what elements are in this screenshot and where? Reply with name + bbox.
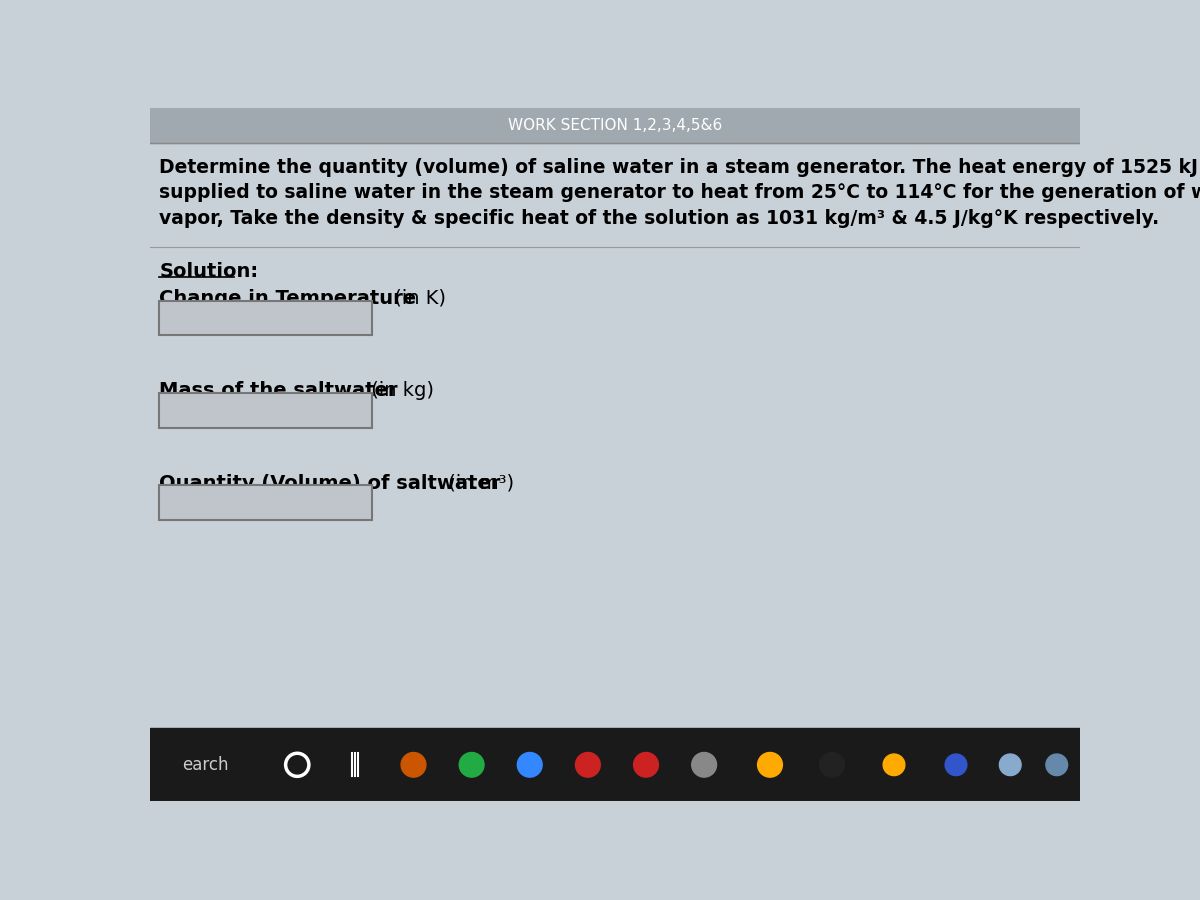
FancyBboxPatch shape bbox=[160, 485, 372, 520]
Circle shape bbox=[820, 752, 845, 777]
Bar bbox=[150, 108, 1080, 142]
Circle shape bbox=[883, 754, 905, 776]
Bar bbox=[150, 728, 1080, 801]
FancyBboxPatch shape bbox=[160, 393, 372, 428]
Circle shape bbox=[576, 752, 600, 777]
Text: (in m³): (in m³) bbox=[442, 473, 515, 493]
Circle shape bbox=[757, 752, 782, 777]
Text: WORK SECTION 1,2,3,4,5&6: WORK SECTION 1,2,3,4,5&6 bbox=[508, 118, 722, 133]
Circle shape bbox=[946, 754, 967, 776]
Text: Determine the quantity (volume) of saline water in a steam generator. The heat e: Determine the quantity (volume) of salin… bbox=[160, 158, 1200, 177]
Text: earch: earch bbox=[182, 756, 229, 774]
Text: supplied to saline water in the steam generator to heat from 25°C to 114°C for t: supplied to saline water in the steam ge… bbox=[160, 184, 1200, 202]
Text: (in kg): (in kg) bbox=[365, 382, 433, 400]
Text: Quantity (Volume) of saltwater: Quantity (Volume) of saltwater bbox=[160, 473, 500, 493]
Text: Mass of the saltwater: Mass of the saltwater bbox=[160, 382, 398, 400]
FancyBboxPatch shape bbox=[160, 301, 372, 335]
Circle shape bbox=[517, 752, 542, 777]
Text: Change in Temperature: Change in Temperature bbox=[160, 289, 416, 308]
Text: vapor, Take the density & specific heat of the solution as 1031 kg/m³ & 4.5 J/kg: vapor, Take the density & specific heat … bbox=[160, 209, 1159, 228]
Circle shape bbox=[401, 752, 426, 777]
Circle shape bbox=[1000, 754, 1021, 776]
Circle shape bbox=[691, 752, 716, 777]
Text: (in K): (in K) bbox=[388, 289, 446, 308]
Circle shape bbox=[1046, 754, 1068, 776]
Circle shape bbox=[634, 752, 659, 777]
Circle shape bbox=[460, 752, 484, 777]
Text: Solution:: Solution: bbox=[160, 262, 258, 281]
